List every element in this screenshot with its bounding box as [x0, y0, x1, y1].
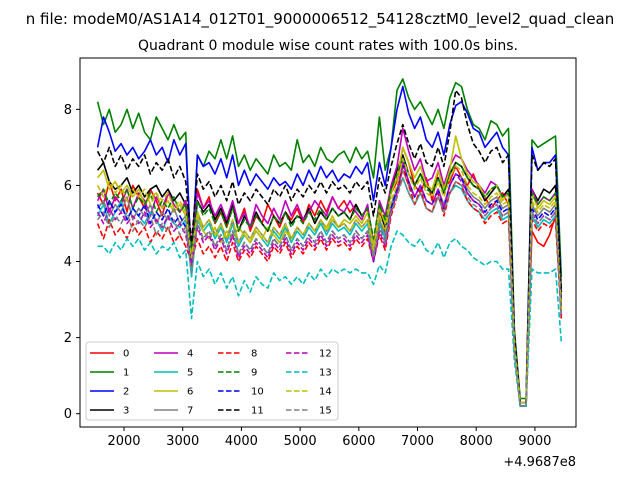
legend-label-7: 7 [187, 406, 193, 417]
series-line-5 [96, 177, 563, 407]
figure-suptitle: n file: modeM0/AS1A14_012T01_9000006512_… [26, 10, 615, 29]
legend-label-5: 5 [187, 368, 193, 379]
legend-label-15: 15 [319, 406, 332, 417]
y-axis-ticks: 0 2 4 6 8 [64, 103, 80, 422]
legend-label-9: 9 [251, 368, 257, 379]
legend-label-14: 14 [319, 387, 332, 398]
series-layer [96, 78, 563, 407]
series-line-12 [96, 161, 563, 407]
legend-label-8: 8 [251, 349, 257, 360]
y-tick-label: 6 [64, 179, 72, 194]
x-tick-label: 6000 [342, 434, 375, 449]
legend-label-6: 6 [187, 387, 193, 398]
series-line-1 [96, 78, 563, 400]
axes-frame [79, 57, 577, 428]
x-axis-ticks: 2000 3000 4000 5000 6000 7000 8000 9000 [107, 427, 551, 449]
legend-label-3: 3 [123, 406, 129, 417]
series-line-8 [96, 165, 563, 407]
x-tick-label: 5000 [284, 434, 317, 449]
series-line-14 [96, 158, 563, 404]
legend-label-13: 13 [319, 368, 332, 379]
x-tick-label: 7000 [401, 434, 434, 449]
y-tick-label: 2 [64, 331, 72, 346]
legend-label-2: 2 [123, 387, 129, 398]
y-tick-label: 0 [64, 407, 72, 422]
legend-label-12: 12 [319, 349, 332, 360]
x-tick-label: 3000 [166, 434, 199, 449]
plot-area: 2000 3000 4000 5000 6000 7000 8000 9000 0 2 4 6 8 +… [64, 57, 577, 470]
series-line-9 [96, 158, 563, 404]
x-tick-label: 4000 [225, 434, 258, 449]
legend-label-1: 1 [123, 368, 129, 379]
legend-box [85, 341, 339, 421]
chart-title: Quadrant 0 module wise count rates with … [138, 38, 518, 54]
y-tick-label: 4 [64, 255, 72, 270]
legend-label-0: 0 [123, 349, 129, 360]
legend-label-10: 10 [251, 387, 264, 398]
legend-label-11: 11 [251, 406, 264, 417]
x-tick-label: 8000 [460, 434, 493, 449]
series-line-2 [96, 85, 563, 404]
series-line-13 [97, 230, 563, 407]
x-tick-label: 9000 [518, 434, 551, 449]
x-axis-offset: +4.9687e8 [503, 455, 576, 470]
series-line-11 [96, 89, 563, 404]
legend-label-4: 4 [187, 349, 193, 360]
x-tick-label: 2000 [107, 434, 140, 449]
series-line-15 [96, 177, 563, 407]
y-tick-label: 8 [64, 103, 72, 118]
